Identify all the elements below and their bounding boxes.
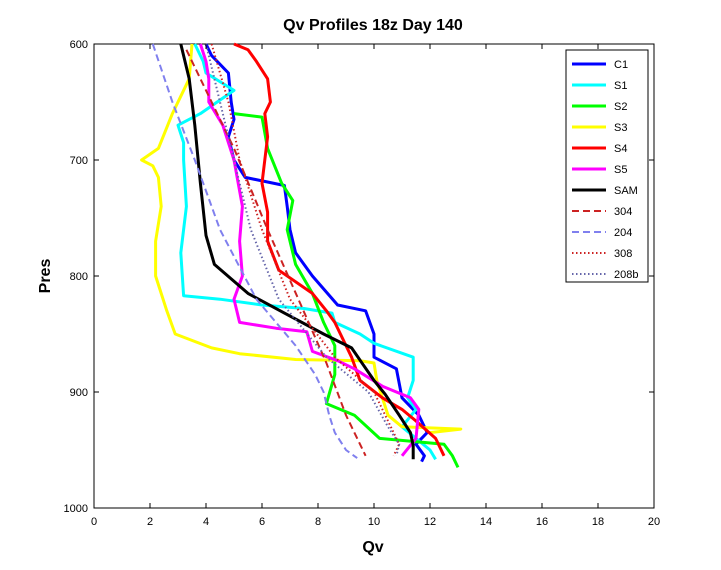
- series-layer: [140, 42, 463, 469]
- series-line-sam: [179, 43, 415, 460]
- legend-label-304: 304: [614, 206, 632, 218]
- legend-label-sam: SAM: [614, 185, 638, 197]
- series-line-s5: [198, 43, 421, 457]
- y-tick-label: 800: [70, 271, 88, 283]
- chart-title: Qv Profiles 18z Day 140: [283, 17, 463, 34]
- legend-label-s1: S1: [614, 80, 627, 92]
- x-tick-label: 16: [536, 516, 548, 528]
- legend: C1 S1 S2 S3 S4 S5 SAM 304 204 308 208b: [565, 49, 649, 283]
- series-line-s2: [233, 112, 460, 469]
- legend-label-s3: S3: [614, 122, 627, 134]
- legend-label-208b: 208b: [614, 269, 638, 281]
- legend-label-s2: S2: [614, 101, 627, 113]
- y-tick-label: 600: [70, 39, 88, 51]
- series-line-308: [210, 43, 401, 457]
- series-line-c1: [204, 43, 429, 463]
- x-tick-label: 14: [480, 516, 492, 528]
- series-line-s1: [176, 43, 437, 461]
- x-tick-label: 12: [424, 516, 436, 528]
- legend-label-s4: S4: [614, 143, 627, 155]
- x-tick-label: 18: [592, 516, 604, 528]
- series-line-s3: [140, 43, 463, 435]
- x-tick-label: 10: [368, 516, 380, 528]
- legend-label-s5: S5: [614, 164, 627, 176]
- legend-items: C1 S1 S2 S3 S4 S5 SAM 304 204 308 208b: [572, 59, 638, 281]
- y-tick-label: 700: [70, 155, 88, 167]
- x-tick-label: 6: [259, 516, 265, 528]
- ticks-layer: 0 2 4 6 8 10 12 14 16 18 20 600 700 800 900 1000: [64, 39, 661, 528]
- plot-area: 0 2 4 6 8 10 12 14 16 18 20 600 700 800 900 1000: [64, 39, 661, 528]
- series-line-208b: [205, 43, 401, 457]
- legend-box: [565, 49, 649, 283]
- x-axis-label: Qv: [362, 539, 383, 556]
- series-line-204: [151, 43, 358, 459]
- x-tick-label: 20: [648, 516, 660, 528]
- x-tick-label: 0: [91, 516, 97, 528]
- legend-label-c1: C1: [614, 59, 628, 71]
- y-tick-label: 1000: [64, 503, 88, 515]
- y-axis-label: Pres: [37, 259, 54, 294]
- x-tick-label: 8: [315, 516, 321, 528]
- legend-label-308: 308: [614, 248, 632, 260]
- legend-label-204: 204: [614, 227, 632, 239]
- y-tick-label: 900: [70, 387, 88, 399]
- x-tick-label: 4: [203, 516, 209, 528]
- x-tick-label: 2: [147, 516, 153, 528]
